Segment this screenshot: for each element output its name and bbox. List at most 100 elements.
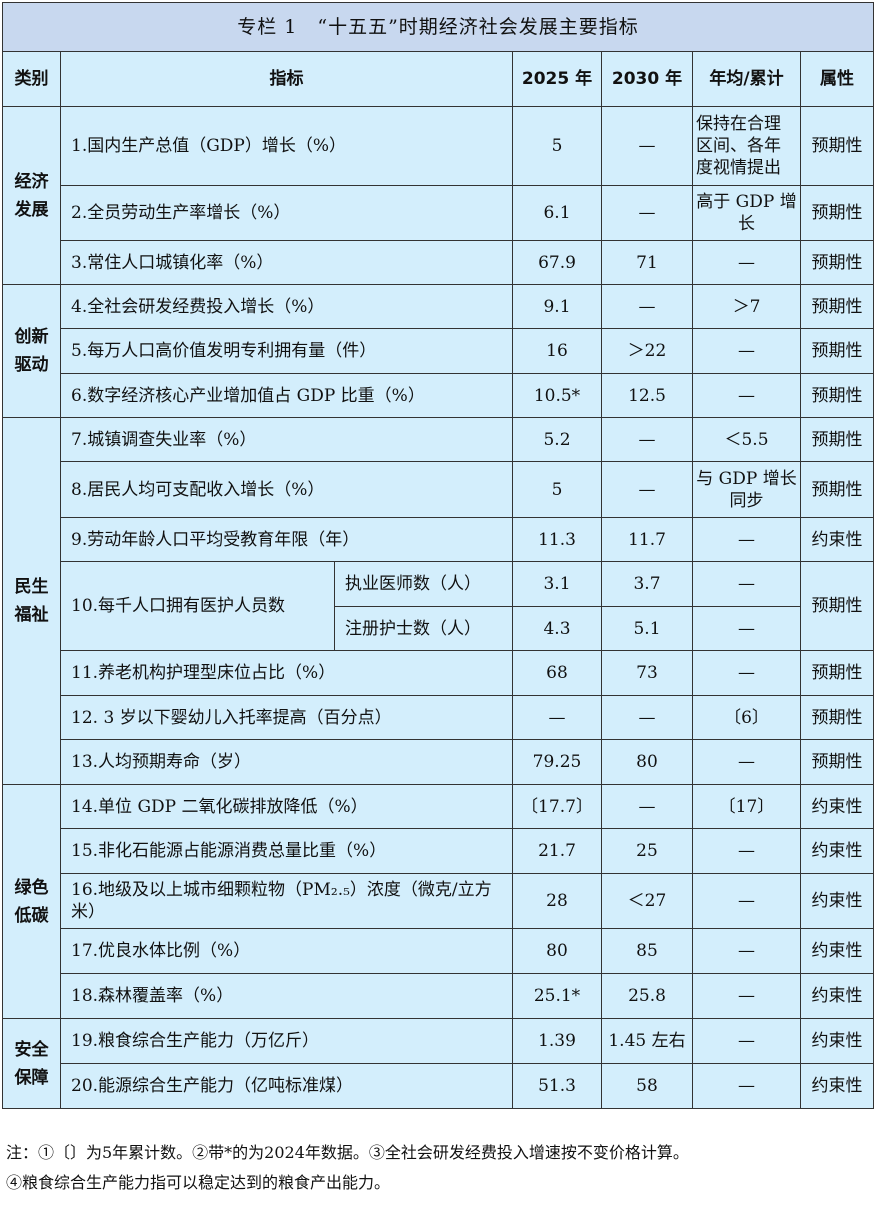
value-avg: 高于 GDP 增长 xyxy=(692,185,801,241)
category-cell: 绿色 低碳 xyxy=(2,784,61,1019)
value-2030: 80 xyxy=(601,739,693,785)
value-2030: 12.5 xyxy=(601,373,693,418)
value-avg: 〔6〕 xyxy=(692,695,801,740)
value-2025: 11.3 xyxy=(512,517,602,562)
attribute-cell: 预期性 xyxy=(799,739,875,785)
value-avg: — xyxy=(692,928,801,974)
value-2030: 5.1 xyxy=(601,606,693,651)
value-avg: — xyxy=(692,1063,801,1109)
header-2030: 2030 年 xyxy=(601,51,693,107)
table-title: 专栏 1 “十五五”时期经济社会发展主要指标 xyxy=(1,2,875,52)
table-row: 8.居民人均可支配收入增长（%） 5— 与 GDP 增长同步 预期性 xyxy=(3,461,875,518)
attribute-cell: 预期性 xyxy=(799,328,875,374)
value-2030: — xyxy=(601,417,693,462)
table-row: 15.非化石能源占能源消费总量比重（%） 21.7 25— 约束性 xyxy=(3,828,875,874)
attribute-cell: 预期性 xyxy=(799,461,875,518)
indicator-cell: 5.每万人口高价值发明专利拥有量（件） xyxy=(60,328,513,374)
attribute-cell: 预期性 xyxy=(799,417,875,462)
value-2030: 11.7 xyxy=(601,517,693,562)
attribute-cell: 预期性 xyxy=(799,650,875,696)
value-2030: 25 xyxy=(601,828,693,874)
value-avg: 〔17〕 xyxy=(692,784,801,829)
attribute-cell: 预期性 xyxy=(799,284,875,329)
attribute-cell: 约束性 xyxy=(799,1018,875,1064)
table-row: 12. 3 岁以下婴幼儿入托率提高（百分点） — — 〔6〕 预期性 xyxy=(3,695,875,740)
attribute-cell: 预期性 xyxy=(799,240,875,285)
value-2025: 79.25 xyxy=(512,739,602,785)
value-2030: ＜27 xyxy=(601,873,693,929)
value-2025: 3.1 xyxy=(512,561,602,607)
footnote: 注：①〔〕为5年累计数。②带*的为2024年数据。③全社会研发经费投入增速按不变… xyxy=(6,1143,689,1162)
value-2025: 51.3 xyxy=(512,1063,602,1109)
attribute-cell: 预期性 xyxy=(799,106,875,186)
category-cell: 安全 保障 xyxy=(2,1018,61,1109)
value-2025: 68 xyxy=(512,650,602,696)
header-avg: 年均/累计 xyxy=(692,51,801,107)
value-2025: 6.1 xyxy=(512,185,602,241)
value-2025: 〔17.7〕 xyxy=(512,784,602,829)
table-row: 注册护士数（人） 4.3 5.1— xyxy=(3,606,874,651)
sub-indicator-cell: 执业医师数（人） xyxy=(334,561,513,607)
attribute-cell: 预期性 xyxy=(799,695,875,740)
value-2030: — xyxy=(601,461,693,518)
indicator-cell: 9.劳动年龄人口平均受教育年限（年） xyxy=(60,517,513,562)
indicator-cell: 7.城镇调查失业率（%） xyxy=(60,417,513,462)
indicator-cell: 8.居民人均可支配收入增长（%） xyxy=(60,461,513,518)
indicator-cell: 13.人均预期寿命（岁） xyxy=(60,739,513,785)
indicator-cell: 19.粮食综合生产能力（万亿斤） xyxy=(60,1018,513,1064)
table-row: 10.每千人口拥有医护人员数 执业医师数（人） 3.1 3.7— 预期性 xyxy=(3,561,875,651)
header-category: 类别 xyxy=(2,51,61,107)
indicator-cell: 10.每千人口拥有医护人员数 xyxy=(60,561,335,651)
header-indicator: 指标 xyxy=(60,51,513,107)
indicator-cell: 15.非化石能源占能源消费总量比重（%） xyxy=(60,828,513,874)
value-2025: — xyxy=(512,695,602,740)
indicator-cell: 14.单位 GDP 二氧化碳排放降低（%） xyxy=(60,784,513,829)
attribute-cell: 约束性 xyxy=(799,973,875,1019)
value-avg: — xyxy=(692,373,801,418)
table-row: 16.地级及以上城市细颗粒物（PM₂.₅）浓度（微克/立方米） 28 ＜27— 约束性 xyxy=(3,873,875,929)
value-2025: 4.3 xyxy=(512,606,602,651)
value-2030: 1.45 左右 xyxy=(601,1018,693,1064)
value-2030: — xyxy=(601,185,693,241)
value-2030: 71 xyxy=(601,240,693,285)
header-attribute: 属性 xyxy=(799,51,875,107)
value-avg: — xyxy=(692,606,801,651)
attribute-cell: 预期性 xyxy=(799,561,875,651)
value-2025: 9.1 xyxy=(512,284,602,329)
value-2025: 28 xyxy=(512,873,602,929)
value-2030: 73 xyxy=(601,650,693,696)
footnotes: 注：①〔〕为5年累计数。②带*的为2024年数据。③全社会研发经费投入增速按不变… xyxy=(6,1138,876,1198)
value-2030: ＞22 xyxy=(601,328,693,374)
table-row: 20.能源综合生产能力（亿吨标准煤） 51.3 58— 约束性 xyxy=(3,1063,875,1109)
value-2030: 58 xyxy=(601,1063,693,1109)
indicator-cell: 16.地级及以上城市细颗粒物（PM₂.₅）浓度（微克/立方米） xyxy=(60,873,513,929)
value-2025: 25.1* xyxy=(512,973,602,1019)
value-2025: 16 xyxy=(512,328,602,374)
value-avg: — xyxy=(692,650,801,696)
indicator-cell: 6.数字经济核心产业增加值占 GDP 比重（%） xyxy=(60,373,513,418)
value-avg: — xyxy=(692,739,801,785)
table-row: 9.劳动年龄人口平均受教育年限（年） 11.3 11.7— 约束性 xyxy=(3,517,875,562)
category-cell: 创新 驱动 xyxy=(2,284,61,418)
value-2030: 3.7 xyxy=(601,561,693,607)
table-row: 5.每万人口高价值发明专利拥有量（件） 16 ＞22— 预期性 xyxy=(3,328,875,374)
value-2025: 5 xyxy=(512,461,602,518)
table-row: 经济 发展 1.国内生产总值（GDP）增长（%） 5— 保持在合理区间、各年度视情提出… xyxy=(2,106,875,285)
value-avg: — xyxy=(692,1018,801,1064)
value-2025: 67.9 xyxy=(512,240,602,285)
indicator-cell: 1.国内生产总值（GDP）增长（%） xyxy=(60,106,513,186)
value-2030: — xyxy=(601,284,693,329)
header-2025: 2025 年 xyxy=(512,51,602,107)
indicator-cell: 20.能源综合生产能力（亿吨标准煤） xyxy=(60,1063,513,1109)
value-2030: — xyxy=(601,695,693,740)
value-avg: — xyxy=(692,828,801,874)
value-avg: — xyxy=(692,973,801,1019)
value-2025: 1.39 xyxy=(512,1018,602,1064)
table-row: 11.养老机构护理型床位占比（%） 68 73— 预期性 xyxy=(3,650,875,696)
value-2025: 80 xyxy=(512,928,602,974)
value-2025: 21.7 xyxy=(512,828,602,874)
value-2030: 25.8 xyxy=(601,973,693,1019)
indicator-cell: 2.全员劳动生产率增长（%） xyxy=(60,185,513,241)
table-row: 13.人均预期寿命（岁） 79.25 80— 预期性 xyxy=(3,739,875,785)
attribute-cell: 约束性 xyxy=(799,873,875,929)
